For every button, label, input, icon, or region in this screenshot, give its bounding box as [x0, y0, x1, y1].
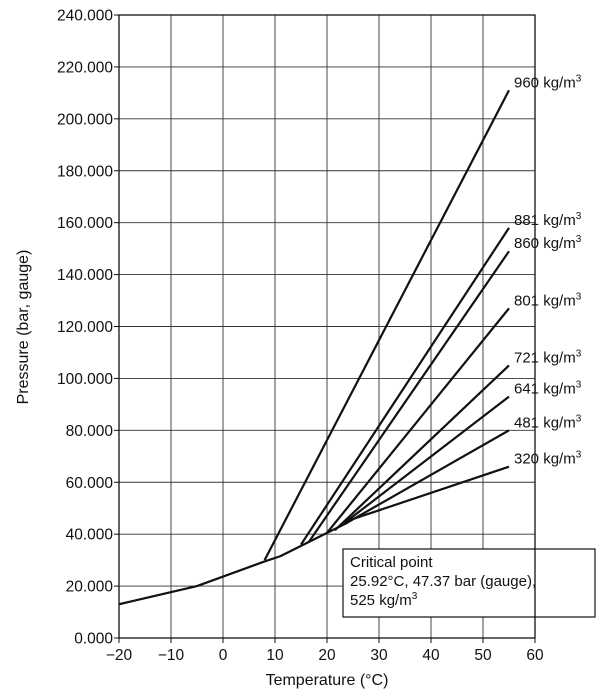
- series-label-text: 641 kg/m: [514, 381, 576, 398]
- series-label: 721 kg/m3: [514, 348, 582, 366]
- series-label-superscript: 3: [576, 450, 582, 461]
- series-label-superscript: 3: [576, 291, 582, 302]
- y-tick-label: 200.000: [57, 111, 113, 128]
- y-tick-label: 0.000: [74, 631, 113, 648]
- series-label-text: 960 kg/m: [514, 74, 576, 91]
- series-line: [263, 89, 510, 561]
- series-line: [326, 307, 510, 534]
- series-label-superscript: 3: [576, 73, 582, 84]
- series-label: 320 kg/m3: [514, 450, 582, 468]
- y-tick-label: 220.000: [57, 59, 113, 76]
- x-tick-label: 40: [422, 647, 440, 664]
- series-label: 641 kg/m3: [514, 380, 582, 398]
- series-label-text: 801 kg/m: [514, 292, 576, 309]
- series-line: [307, 250, 510, 543]
- callout-line-3: 525 kg/m3: [350, 591, 418, 609]
- series-label-superscript: 3: [576, 211, 582, 222]
- series-label: 481 kg/m3: [514, 413, 582, 431]
- y-tick-label: 160.000: [57, 215, 113, 232]
- critical-point-callout: Critical point 25.92°C, 47.37 bar (gauge…: [342, 548, 596, 618]
- series-label-text: 721 kg/m: [514, 349, 576, 366]
- series-label: 801 kg/m3: [514, 291, 582, 309]
- series-label-text: 481 kg/m: [514, 414, 576, 431]
- y-tick-label: 120.000: [57, 319, 113, 336]
- y-tick-label: 80.000: [66, 423, 114, 440]
- callout-line-1: Critical point: [350, 554, 433, 571]
- y-tick-label: 60.000: [66, 475, 114, 492]
- series-label-text: 320 kg/m: [514, 451, 576, 468]
- x-tick-label: 0: [219, 647, 228, 664]
- callout-superscript: 3: [412, 591, 418, 602]
- series-line: [350, 465, 510, 521]
- y-tick-label: 100.000: [57, 371, 113, 388]
- plot-frame: [118, 14, 536, 639]
- y-axis-label: Pressure (bar, gauge): [15, 250, 32, 405]
- y-tick-label: 140.000: [57, 267, 113, 284]
- series-label-superscript: 3: [576, 380, 582, 391]
- x-tick-label: 50: [474, 647, 492, 664]
- series-label: 960 kg/m3: [514, 73, 582, 91]
- callout-line-3-text: 525 kg/m: [350, 592, 412, 609]
- x-tick-label: 60: [526, 647, 544, 664]
- series-label: 881 kg/m3: [514, 211, 582, 229]
- callout-box: [342, 548, 596, 618]
- callout-line-2: 25.92°C, 47.37 bar (gauge),: [350, 573, 536, 590]
- series-label: 860 kg/m3: [514, 234, 582, 252]
- series-label-superscript: 3: [576, 413, 582, 424]
- x-tick-label: −20: [106, 647, 133, 664]
- series-line: [334, 364, 510, 532]
- y-axis-ticks: 0.000 20.000 40.000 60.000 80.000 100.000 120.…: [57, 8, 119, 648]
- series-label-text: 881 kg/m: [514, 212, 576, 229]
- x-axis-ticks: −20 −10 0 10 20 30 40 50 60: [106, 638, 544, 664]
- x-tick-label: 10: [266, 647, 284, 664]
- y-tick-label: 240.000: [57, 8, 113, 25]
- y-tick-label: 40.000: [66, 527, 114, 544]
- series-label-superscript: 3: [576, 348, 582, 359]
- grid: [118, 14, 536, 639]
- x-tick-label: 20: [318, 647, 336, 664]
- series-label-text: 860 kg/m: [514, 235, 576, 252]
- y-tick-label: 20.000: [66, 579, 114, 596]
- data-curves: [118, 89, 510, 606]
- x-tick-label: 30: [370, 647, 388, 664]
- series-line: [300, 227, 510, 546]
- y-tick-label: 180.000: [57, 163, 113, 180]
- series-line: [339, 395, 510, 528]
- x-tick-label: −10: [158, 647, 185, 664]
- x-axis-label: Temperature (°C): [266, 672, 389, 689]
- series-line: [344, 429, 510, 525]
- series-label-superscript: 3: [576, 234, 582, 245]
